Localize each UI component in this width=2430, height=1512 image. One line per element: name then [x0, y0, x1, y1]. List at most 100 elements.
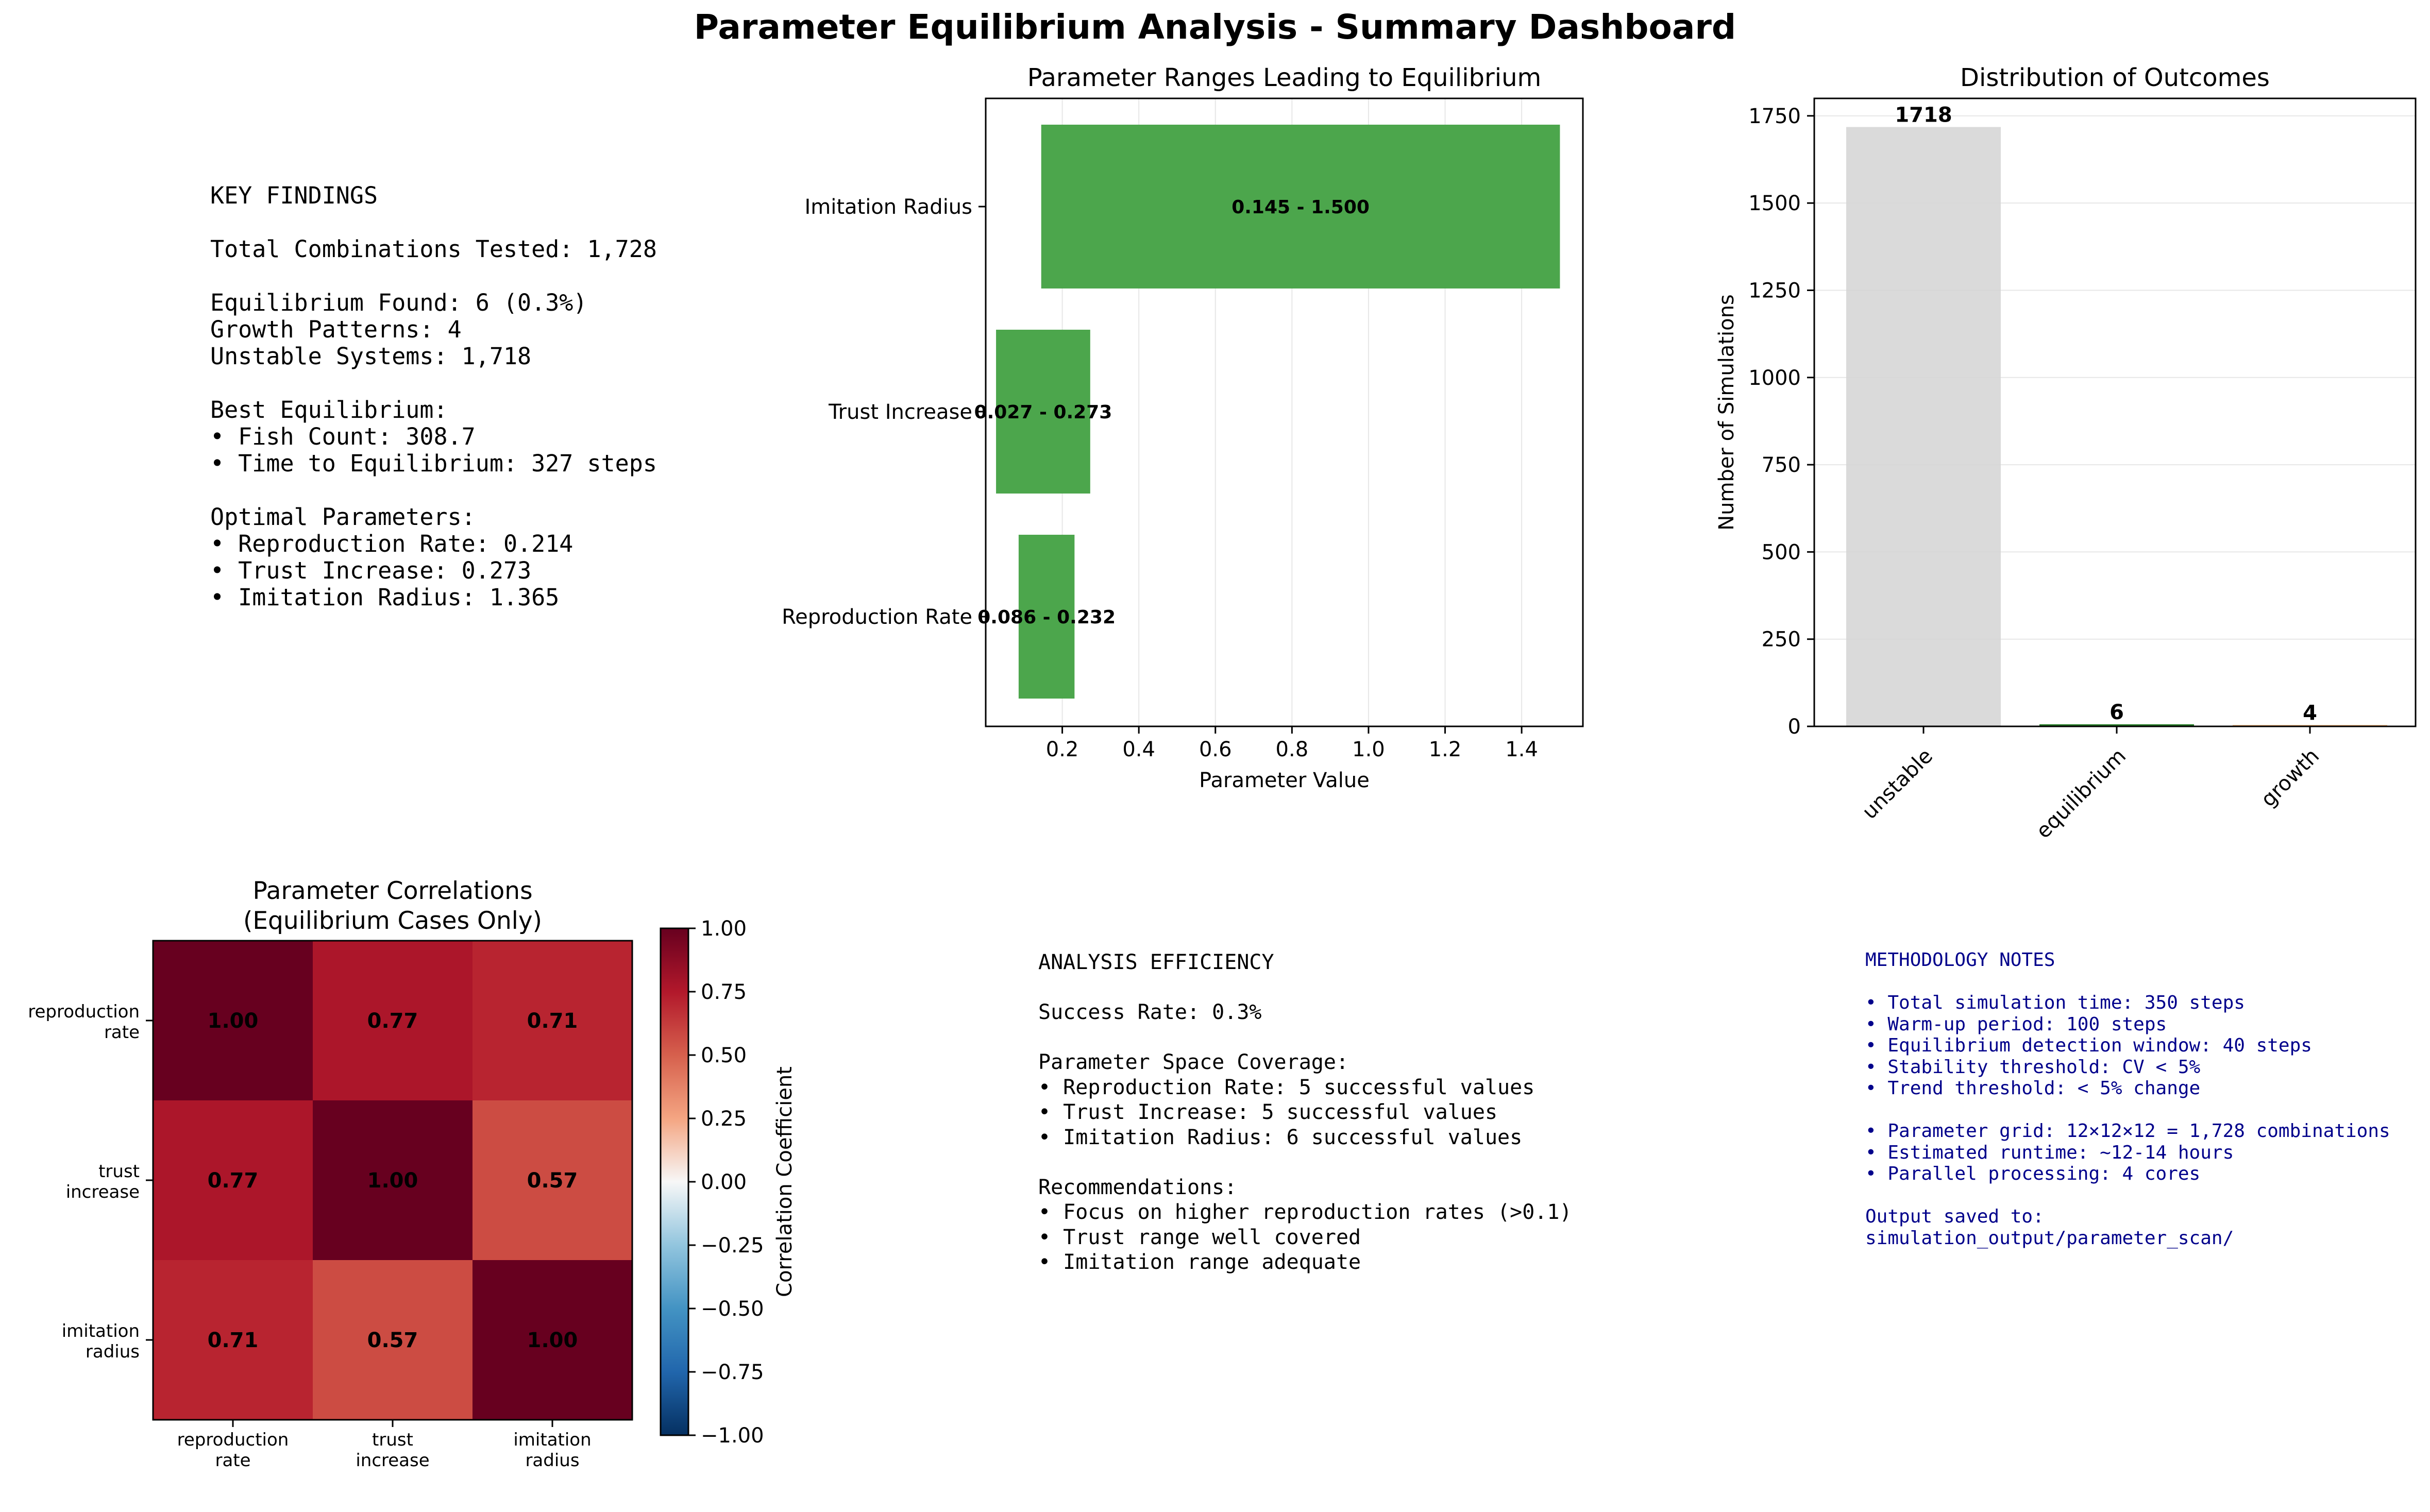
- heatmap-cell-value: 0.71: [208, 1329, 259, 1352]
- heatmap-cell: [153, 1260, 313, 1420]
- x-tick-label: 1.2: [1429, 738, 1462, 761]
- analysis-efficiency-line: • Trust Increase: 5 successful values: [1038, 1100, 1498, 1124]
- plot-frame: [985, 97, 1584, 727]
- key-findings-line: • Reproduction Rate: 0.214: [210, 530, 573, 557]
- key-findings-panel: KEY FINDINGS Total Combinations Tested: …: [210, 182, 657, 611]
- heatmap-cell-value: 1.00: [208, 1009, 259, 1033]
- row-label-line: reproduction: [28, 1001, 140, 1022]
- y-tick-label: 1750: [1748, 105, 1801, 128]
- y-tick-label: 750: [1762, 453, 1801, 477]
- colorbar-tick-label: −0.25: [701, 1234, 764, 1258]
- colorbar-tick-label: −0.75: [701, 1361, 764, 1384]
- y-tick-label: 1250: [1748, 279, 1801, 302]
- methodology-notes-line: • Equilibrium detection window: 40 steps: [1865, 1035, 2312, 1056]
- analysis-efficiency-line: • Reproduction Rate: 5 successful values: [1038, 1075, 1535, 1099]
- heatmap-cell: [153, 1100, 313, 1260]
- key-findings-line: • Time to Equilibrium: 327 steps: [210, 450, 657, 477]
- analysis-efficiency-line: • Focus on higher reproduction rates (>0…: [1038, 1200, 1572, 1224]
- methodology-notes-line: • Parameter grid: 12×12×12 = 1,728 combi…: [1865, 1120, 2390, 1142]
- row-label-line: radius: [86, 1341, 140, 1362]
- chart-title: Distribution of Outcomes: [1960, 63, 2270, 92]
- range-bar: [996, 330, 1090, 494]
- outcome-bar: [1846, 127, 2001, 726]
- x-tick-label: 0.4: [1122, 738, 1155, 761]
- x-tick-label: 0.8: [1276, 738, 1309, 761]
- outcome-bar-value: 1718: [1895, 104, 1952, 127]
- methodology-notes-panel: METHODOLOGY NOTES • Total simulation tim…: [1865, 949, 2390, 1249]
- x-tick-label: growth: [2256, 744, 2324, 812]
- heatmap-cell: [313, 1260, 472, 1420]
- analysis-efficiency-line: • Trust range well covered: [1038, 1225, 1361, 1249]
- x-tick-label: 0.6: [1199, 738, 1232, 761]
- dashboard-title: Parameter Equilibrium Analysis - Summary…: [694, 7, 1736, 47]
- heatmap-cell: [472, 1100, 632, 1260]
- y-tick-label: 500: [1762, 540, 1801, 564]
- methodology-notes-line: • Stability threshold: CV < 5%: [1865, 1056, 2201, 1078]
- key-findings-line: Equilibrium Found: 6 (0.3%): [210, 289, 587, 316]
- methodology-notes-line: • Warm-up period: 100 steps: [1865, 1013, 2167, 1035]
- column-label-line: radius: [525, 1450, 579, 1471]
- y-tick-label: Reproduction Rate: [782, 605, 972, 629]
- colorbar-tick-label: 0.75: [701, 980, 747, 1004]
- y-tick-label: Trust Increase: [828, 400, 972, 424]
- chart-title: Parameter Correlations (Equilibrium Cases…: [243, 877, 542, 935]
- y-tick-label: 1500: [1748, 192, 1801, 215]
- methodology-notes-line: • Trend threshold: < 5% change: [1865, 1078, 2201, 1099]
- range-bar: [1041, 125, 1560, 288]
- x-tick-label: unstable: [1858, 744, 1937, 824]
- heatmap-cell-value: 1.00: [527, 1329, 578, 1352]
- column-label-line: reproduction: [177, 1430, 289, 1450]
- plot-frame: [1813, 97, 2417, 727]
- methodology-notes-line: • Estimated runtime: ~12-14 hours: [1865, 1142, 2234, 1163]
- colorbar-tick-label: 0.25: [701, 1107, 747, 1131]
- key-findings-line: KEY FINDINGS: [210, 182, 378, 209]
- row-label-line: trust: [98, 1161, 140, 1182]
- heatmap-cell-value: 0.71: [527, 1009, 578, 1033]
- column-label-line: imitation: [513, 1430, 591, 1450]
- y-tick-label: Imitation Radius: [804, 195, 972, 219]
- analysis-efficiency-line: • Imitation Radius: 6 successful values: [1038, 1125, 1523, 1149]
- key-findings-line: Growth Patterns: 4: [210, 316, 462, 343]
- row-label: imitation radius: [62, 1321, 140, 1362]
- heatmap-cell-value: 0.77: [208, 1169, 259, 1193]
- heatmap-cell: [313, 1100, 472, 1260]
- heatmap-cell-value: 0.57: [367, 1329, 418, 1352]
- chart-title-line: (Equilibrium Cases Only): [243, 907, 542, 935]
- analysis-efficiency-line: Parameter Space Coverage:: [1038, 1050, 1349, 1074]
- row-label-line: imitation: [62, 1321, 140, 1341]
- x-tick-label: 1.0: [1352, 738, 1385, 761]
- key-findings-line: Best Equilibrium:: [210, 396, 448, 423]
- key-findings-line: Total Combinations Tested: 1,728: [210, 235, 657, 263]
- outcome-bar-value: 4: [2303, 701, 2317, 725]
- range-bar-label: 0.027 - 0.273: [974, 402, 1112, 423]
- y-tick-label: 250: [1762, 628, 1801, 652]
- heatmap-cell: [313, 941, 472, 1100]
- row-label-line: increase: [66, 1182, 140, 1202]
- row-label: trust increase: [66, 1161, 140, 1202]
- analysis-efficiency-line: Recommendations:: [1038, 1175, 1237, 1199]
- heatmap-cell: [472, 941, 632, 1100]
- heatmap-cell-value: 1.00: [367, 1169, 418, 1193]
- colorbar: [660, 927, 689, 1436]
- x-tick-label: 0.2: [1046, 738, 1079, 761]
- y-tick-label: 1000: [1748, 366, 1801, 390]
- colorbar-label: Correlation Coefficient: [773, 1066, 797, 1297]
- outcome-bar-value: 6: [2110, 701, 2124, 724]
- correlation-heatmap: 1.00 0.77 0.71 0.77 1.00 0.57 0.71 0.57 1.00 repr…: [28, 877, 797, 1471]
- x-axis-label: Parameter Value: [1199, 769, 1370, 792]
- y-axis-label: Number of Simulations: [1715, 294, 1739, 531]
- key-findings-line: • Imitation Radius: 1.365: [210, 584, 560, 611]
- methodology-notes-line: Output saved to:: [1865, 1206, 2044, 1227]
- methodology-notes-line: simulation_output/parameter_scan/: [1865, 1227, 2234, 1249]
- x-tick-label: equilibrium: [2032, 744, 2131, 843]
- column-label: reproduction rate: [177, 1430, 289, 1471]
- methodology-notes-line: • Parallel processing: 4 cores: [1865, 1163, 2201, 1184]
- colorbar-tick-label: 1.00: [701, 917, 747, 941]
- row-label: reproduction rate: [28, 1001, 140, 1043]
- y-tick-label: 0: [1788, 715, 1801, 739]
- x-tick-label: 1.4: [1505, 738, 1538, 761]
- analysis-efficiency-line: ANALYSIS EFFICIENCY: [1038, 950, 1274, 974]
- column-label-line: rate: [215, 1450, 250, 1471]
